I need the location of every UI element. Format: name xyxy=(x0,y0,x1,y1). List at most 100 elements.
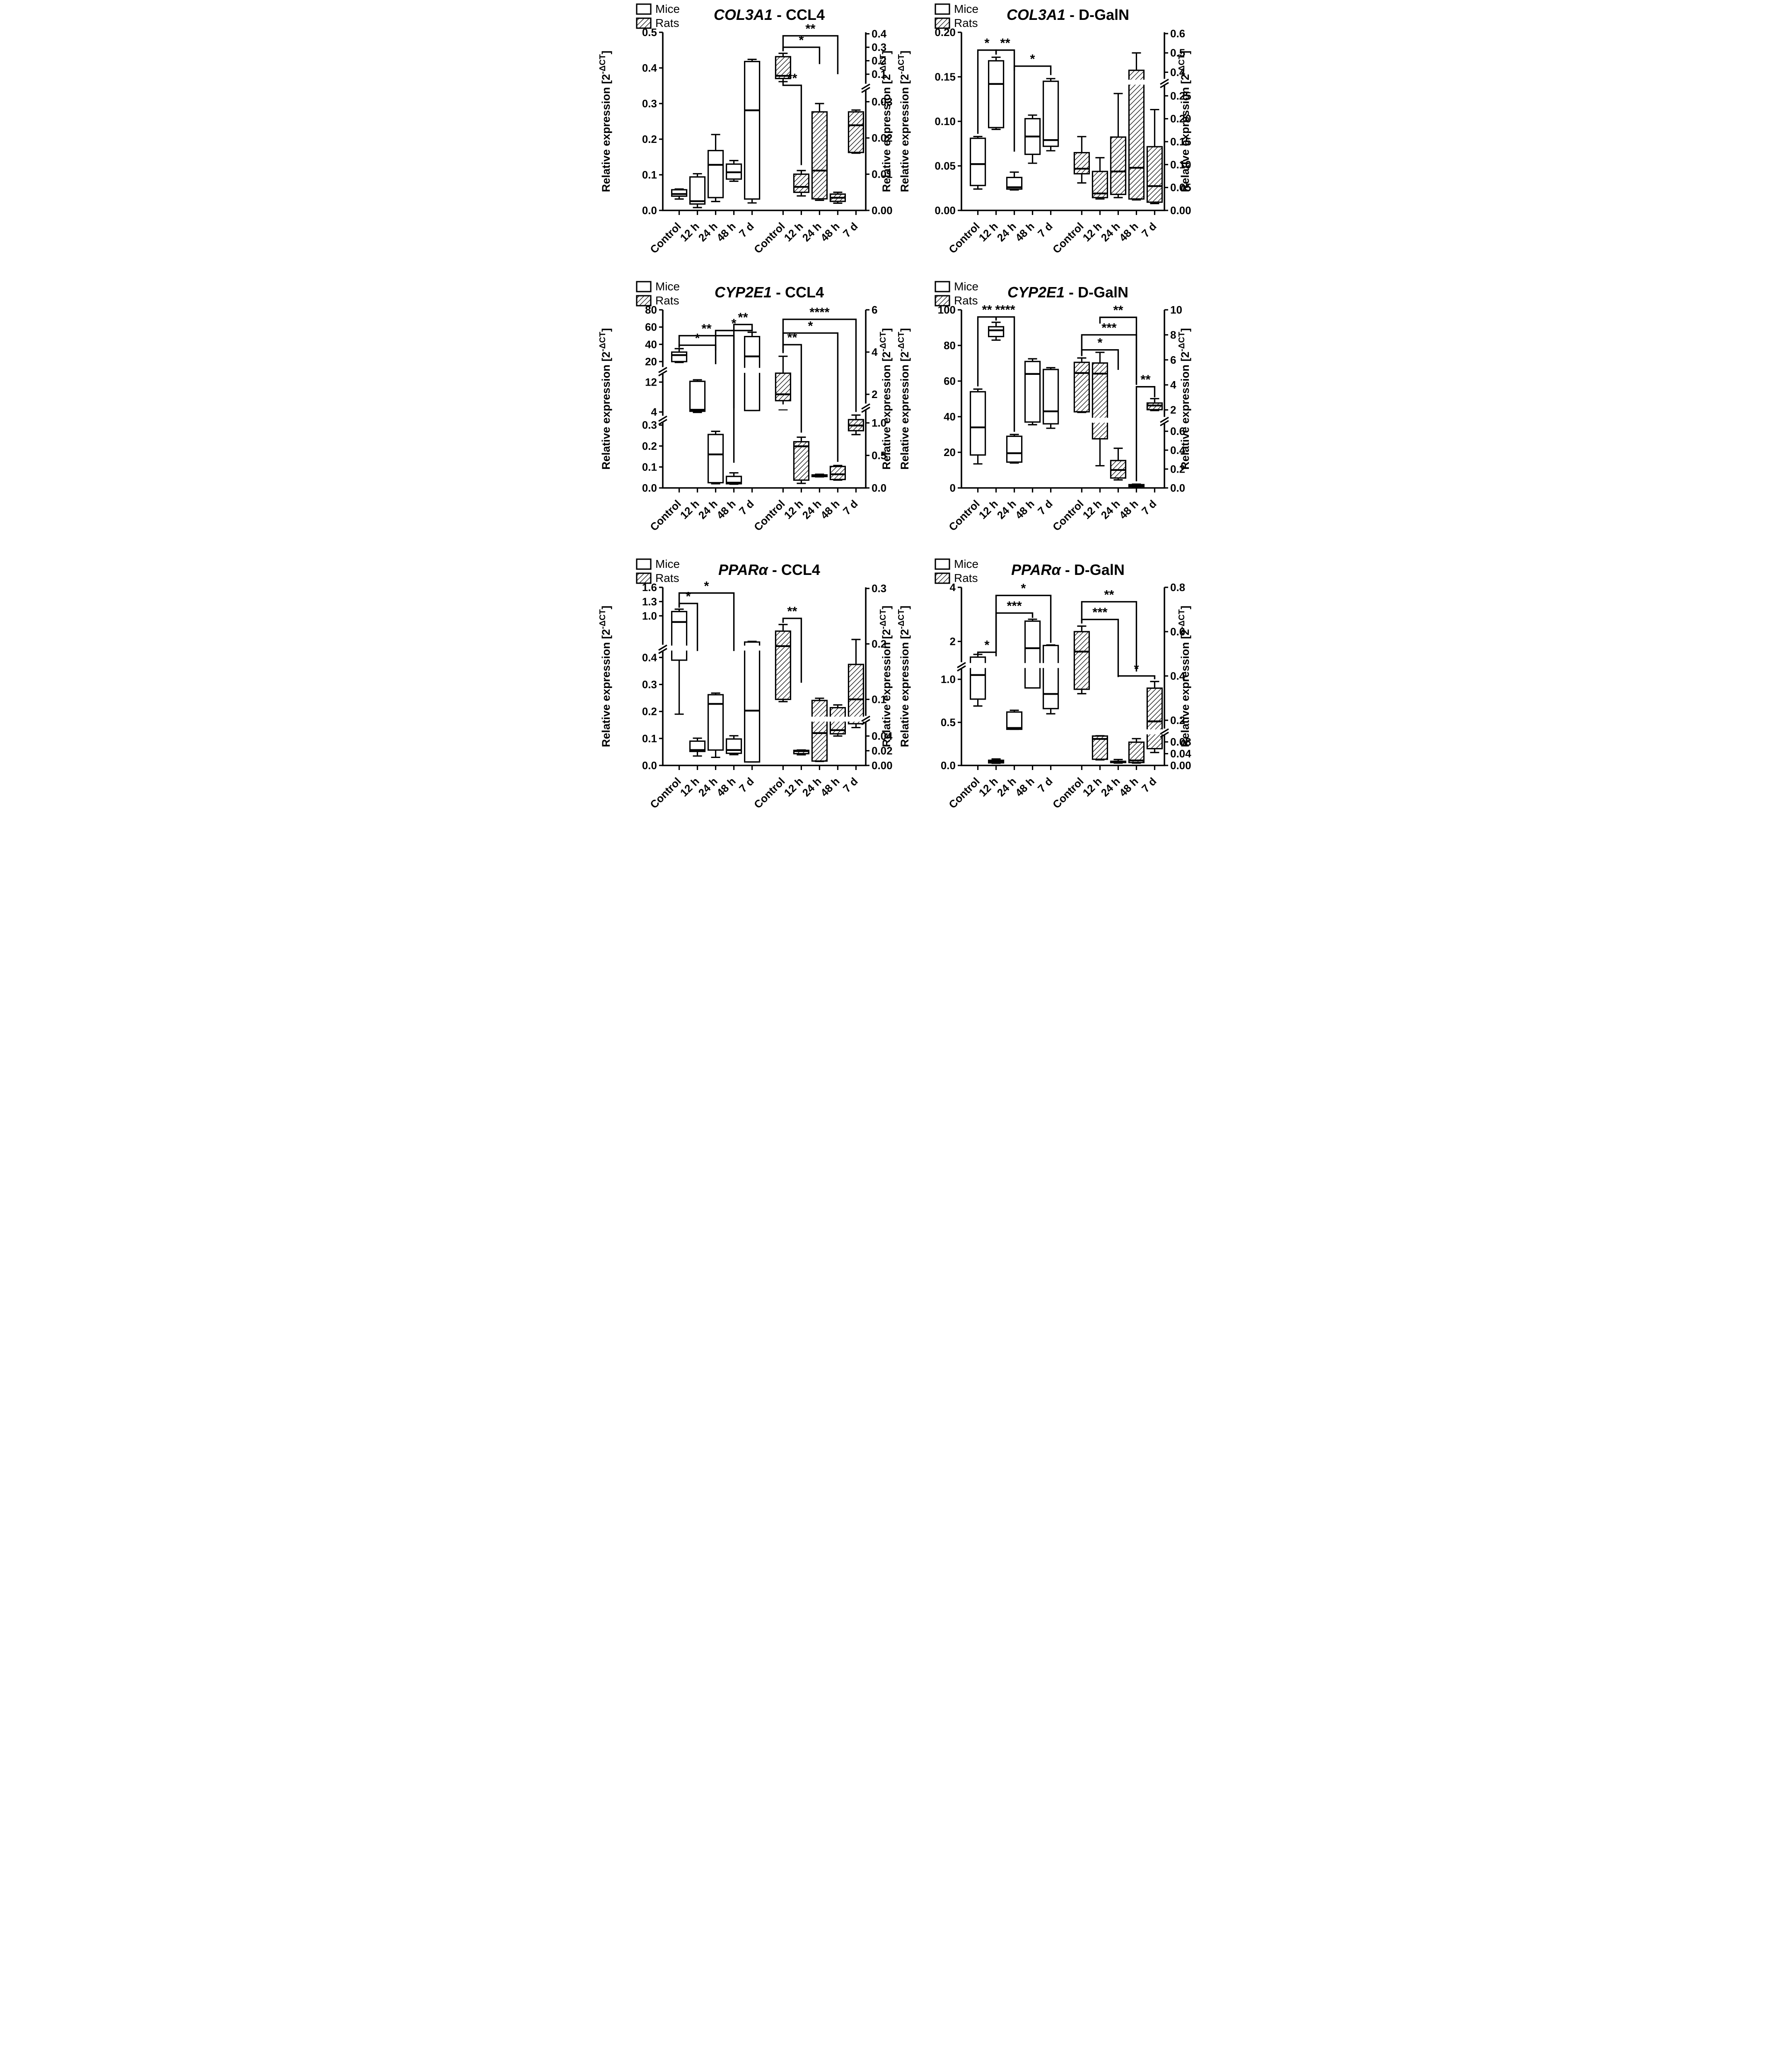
whisker xyxy=(1113,447,1123,481)
x-tick-label: 48 h xyxy=(714,497,738,521)
box-rats-12h xyxy=(793,436,809,484)
legend-rats-swatch xyxy=(636,295,652,307)
x-tick-label: 7 d xyxy=(737,775,756,795)
x-tick-label: 48 h xyxy=(714,220,738,244)
y-axis-label-right: Relative expression [2-ΔCT] xyxy=(1177,328,1191,470)
y-tick-label-right: 0.4 xyxy=(1170,670,1186,682)
y-tick-label-right: 0.10 xyxy=(1170,158,1191,171)
x-tick-label: 12 h xyxy=(1080,220,1104,244)
x-tick-label: Control xyxy=(1050,775,1086,811)
sig-bracket xyxy=(1099,316,1138,384)
box-mice-24h xyxy=(1006,434,1023,464)
x-tick-label: 48 h xyxy=(818,775,842,799)
sig-label: ** xyxy=(982,302,993,317)
box-mice-Control xyxy=(970,388,986,465)
whisker xyxy=(1095,352,1105,467)
box-mice-48h xyxy=(1024,358,1041,425)
x-tick-label: 7 d xyxy=(1035,775,1055,795)
box-rats-7d xyxy=(848,639,865,729)
x-tick-label: Control xyxy=(946,497,982,533)
sig-label: * xyxy=(1030,52,1036,66)
box-mice-12h xyxy=(689,737,706,757)
sig-label: * xyxy=(985,638,990,652)
y-axis-label-left: Relative expression [2-ΔCT] xyxy=(598,606,612,747)
y-tick-label-right: 6 xyxy=(1170,354,1176,366)
x-tick-label: 24 h xyxy=(995,497,1019,521)
y-tick-label-right: 0.4 xyxy=(872,28,887,40)
y-tick-label-left: 0.2 xyxy=(642,440,657,452)
box-rats-48h xyxy=(1128,738,1145,764)
x-tick-label: 48 h xyxy=(1013,497,1037,521)
x-tick-label: 12 h xyxy=(678,497,702,521)
sig-bracket xyxy=(1081,601,1138,672)
box-rats-Control xyxy=(775,624,791,702)
y-tick-label-right: 0.2 xyxy=(872,55,886,67)
box-mice-Control xyxy=(970,135,986,190)
panel-title: CYP2E1 - D-GalN xyxy=(1007,284,1128,301)
sig-label: * xyxy=(985,36,990,50)
box-rats-12h xyxy=(793,749,809,756)
y-tick-label-right: 0.04 xyxy=(1170,748,1191,760)
box-rats-24h xyxy=(811,473,828,478)
y-tick-label-left: 0.1 xyxy=(642,461,657,473)
box-mice-12h xyxy=(988,321,1005,341)
box-mice-48h xyxy=(726,735,742,756)
box-mice-7d xyxy=(1043,367,1059,429)
whisker xyxy=(1028,358,1037,425)
y-tick-label-right: 0.8 xyxy=(1170,581,1185,594)
y-tick-label-right: 0.20 xyxy=(1170,113,1191,125)
sig-label: * xyxy=(808,319,813,333)
y-tick-label-left: 0.5 xyxy=(941,716,956,729)
y-axis-label-right: Relative expression [2-ΔCT] xyxy=(879,328,893,470)
sig-bracket xyxy=(1013,65,1052,75)
sig-brackets: *** * ********* xyxy=(678,305,857,463)
box-mice-12h xyxy=(988,758,1005,764)
x-tick-label: 48 h xyxy=(818,220,842,244)
x-tick-label: 7 d xyxy=(737,497,756,517)
panel-title: PPARα - D-GalN xyxy=(1011,561,1125,578)
x-tick-label: 24 h xyxy=(696,220,720,244)
y-tick-label-left: 0.0 xyxy=(642,759,657,772)
y-tick-label-right: 0.0 xyxy=(1170,482,1185,494)
y-tick-label-left: 0 xyxy=(950,482,956,494)
box-rats-Control xyxy=(775,53,791,82)
box-mice-24h xyxy=(708,134,724,203)
y-tick-label-right: 0.4 xyxy=(1170,66,1186,78)
whisker xyxy=(833,191,843,204)
y-tick-label-right: 0.00 xyxy=(872,204,893,217)
box-rats-Control xyxy=(775,355,791,410)
whisker xyxy=(1046,78,1055,152)
panel-cyp2e1-dgaln: ** **** * *** ** ** 0 20 40 60 80 100 0.0 0.2 0.4 0.6 2 4… xyxy=(896,278,1195,555)
box-rats-24h xyxy=(811,103,828,201)
panel-title: COL3A1 - D-GalN xyxy=(1007,6,1129,23)
whisker xyxy=(693,737,702,757)
axis-break-bands xyxy=(962,663,1164,734)
boxes xyxy=(970,321,1163,488)
boxes xyxy=(671,53,865,208)
legend-mice-label: Mice xyxy=(655,558,680,570)
y-tick-label-right: 0.01 xyxy=(872,168,893,181)
sig-bracket xyxy=(678,335,735,463)
sig-label: ** xyxy=(1140,372,1151,387)
sig-bracket xyxy=(782,319,857,412)
sig-bracket xyxy=(1117,675,1156,679)
x-tick-label: Control xyxy=(751,220,787,256)
y-tick-label-right: 0.02 xyxy=(872,132,893,144)
box-mice-Control xyxy=(671,188,688,200)
axis-break-bands xyxy=(768,84,865,90)
legend-mice-swatch xyxy=(935,281,950,292)
sig-label: **** xyxy=(995,302,1015,317)
box-mice-12h xyxy=(689,173,706,208)
sig-bracket xyxy=(1135,386,1156,482)
box-mice-7d xyxy=(1043,644,1059,714)
legend-rats-swatch xyxy=(636,17,652,29)
x-tick-label: 12 h xyxy=(782,220,806,244)
y-tick-label-right: 10 xyxy=(1170,304,1182,316)
x-tick-label: 7 d xyxy=(840,220,860,240)
x-tick-label: 12 h xyxy=(976,497,1000,521)
boxes xyxy=(671,608,865,763)
